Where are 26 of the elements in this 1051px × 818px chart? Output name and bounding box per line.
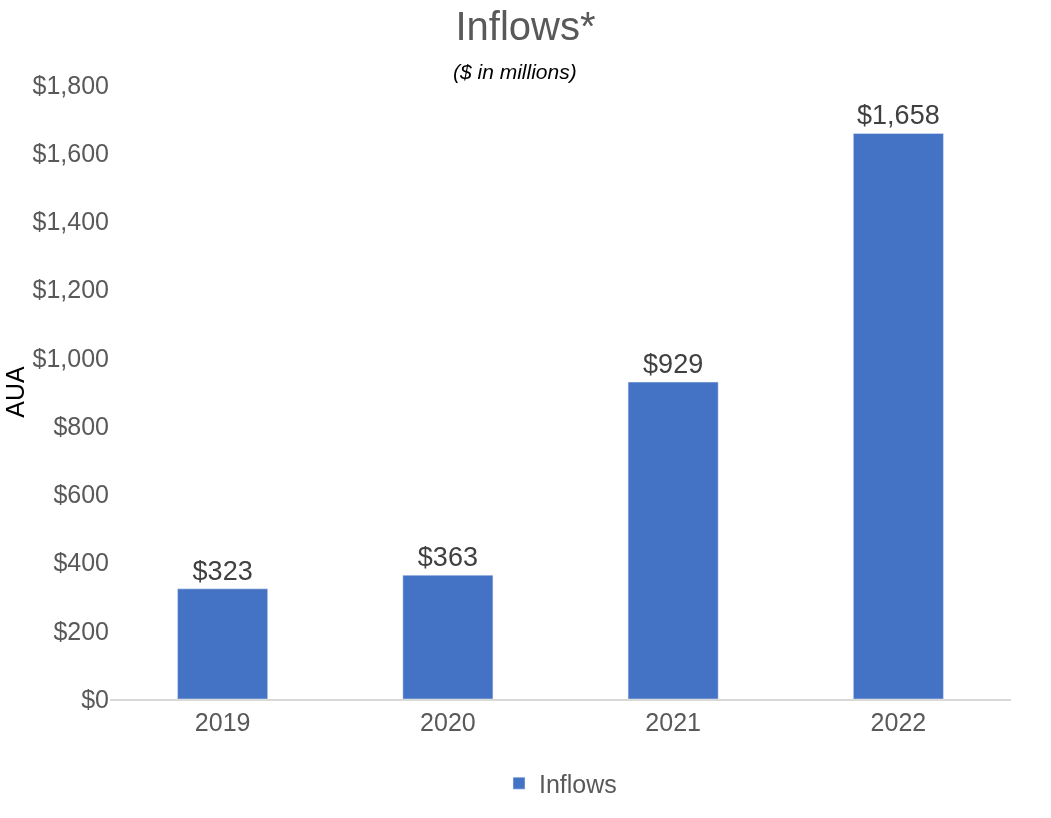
y-tick-label: $1,200 (32, 275, 109, 304)
data-label: $929 (643, 349, 704, 380)
x-tick-label: 2020 (420, 707, 476, 736)
data-label: $363 (417, 542, 478, 573)
bar (177, 588, 268, 699)
y-axis-title: AUA (1, 365, 30, 418)
y-tick-label: $800 (53, 411, 109, 440)
y-tick-label: $200 (53, 616, 109, 645)
y-tick-label: $600 (53, 480, 109, 509)
data-label: $323 (192, 555, 253, 586)
legend-label: Inflows (539, 769, 617, 798)
chart-subtitle: ($ in millions) (453, 60, 577, 83)
chart-title: Inflows* (455, 4, 596, 49)
bar (627, 381, 719, 699)
bar (853, 133, 944, 699)
y-tick-label: $1,000 (32, 343, 109, 372)
x-tick-label: 2021 (645, 707, 701, 736)
x-tick-label: 2019 (194, 707, 251, 736)
bar (402, 574, 494, 699)
y-tick-label: $1,800 (32, 70, 109, 99)
y-tick-label: $400 (53, 548, 109, 577)
y-tick-label: $1,600 (32, 138, 109, 167)
y-tick-label: $0 (81, 684, 109, 713)
x-tick-label: 2022 (870, 707, 927, 736)
data-label: $1,658 (857, 100, 940, 131)
y-tick-label: $1,400 (32, 207, 109, 236)
